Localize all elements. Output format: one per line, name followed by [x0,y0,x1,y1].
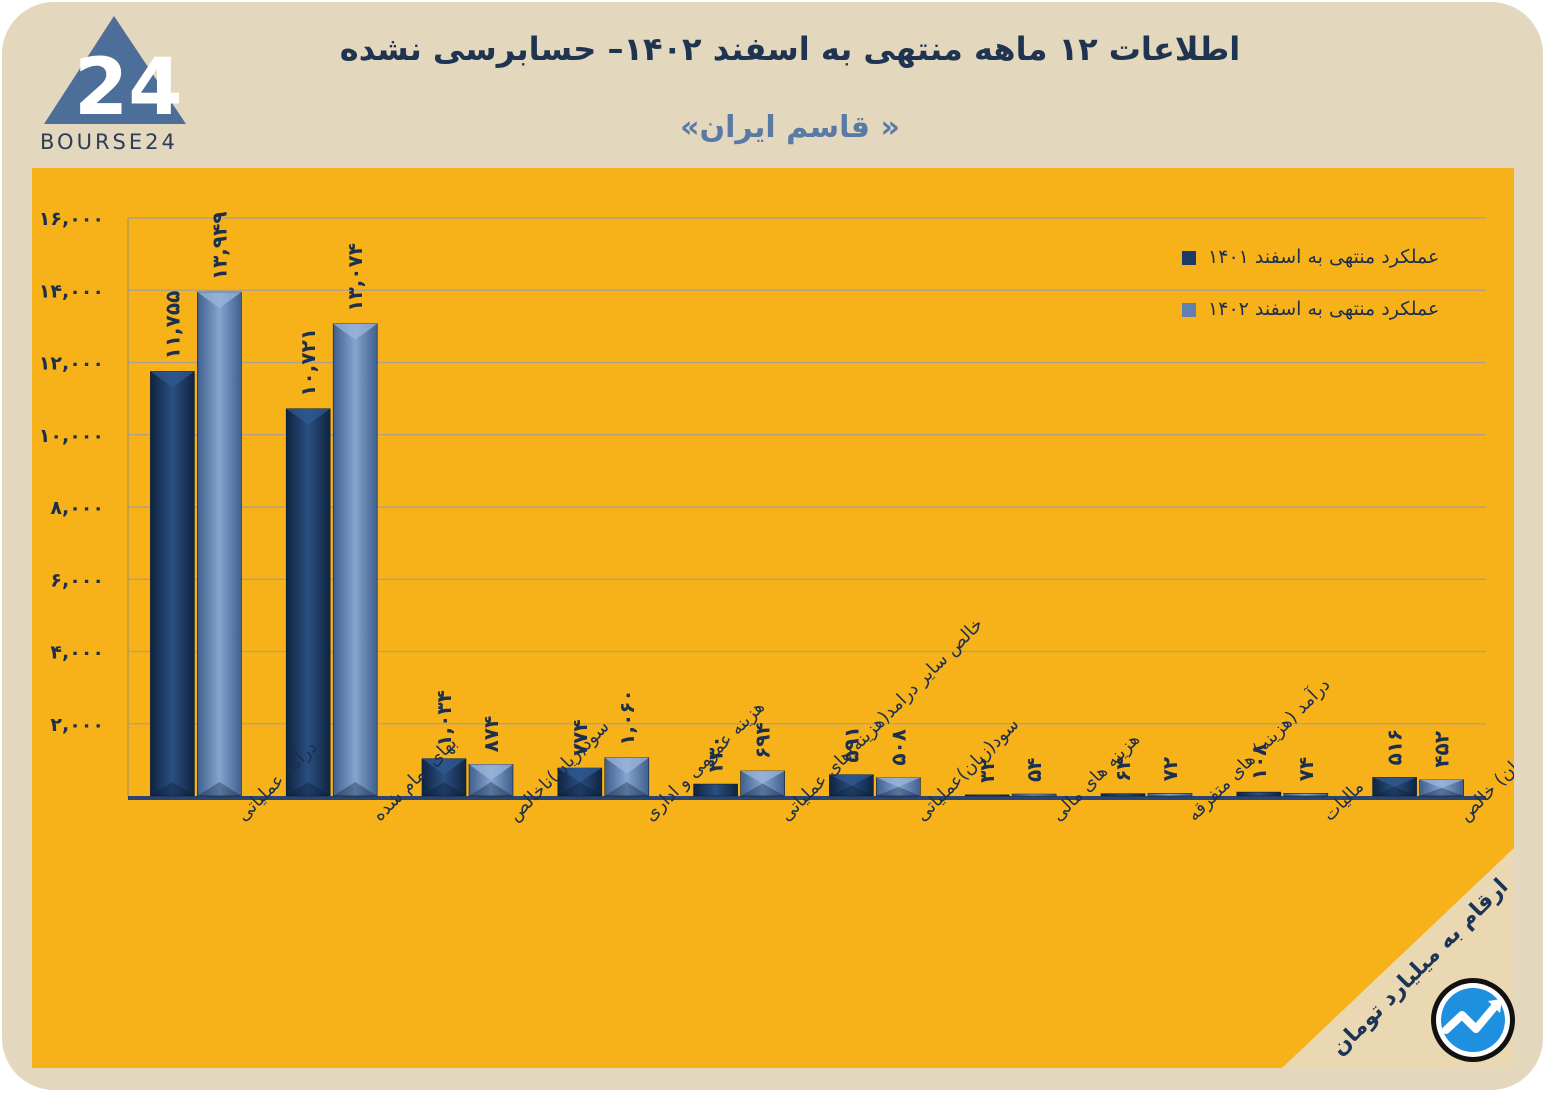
data-label: ۵۰۸ [886,729,910,766]
bar-1402 [332,323,378,797]
y-tick-label: ۱۶,۰۰۰ [39,208,104,230]
bar-1402 [740,770,785,797]
bar-1401 [557,767,603,797]
chart-panel: ۲,۰۰۰ ۴,۰۰۰ ۶,۰۰۰ ۸,۰۰۰ ۱۰,۰۰۰ ۱۲,۰۰۰ ۱۴,۰۰۰ ۱۶… [32,168,1514,1068]
data-label: ۱,۰۳۴ [432,690,456,746]
data-label: ۵۹۱ [839,726,863,763]
svg-text:24: 24 [74,43,183,133]
y-tick-label: ۱۰,۰۰۰ [39,425,104,447]
data-label: ۷۲ [1158,757,1182,781]
logo-text: BOURSE24 [40,130,178,154]
data-label: ۷۴ [1294,757,1318,781]
data-label: ۳۳۰ [704,735,728,772]
legend-label-1401: عملکرد منتهی به اسفند ۱۴۰۱ [1208,246,1440,268]
y-tick-label: ۱۲,۰۰۰ [39,353,104,375]
bar-1401 [1236,791,1282,797]
bar-1401 [829,774,874,797]
bar-1401 [150,371,195,797]
y-tick-label: ۱۴,۰۰۰ [39,280,104,302]
category-label: درآمد (هزینه) های متفرقه [1182,673,1335,826]
category-label: مالیات [1319,776,1368,825]
bar-1402 [1011,793,1057,797]
data-label: ۱۳,۹۴۹ [207,211,231,280]
legend-item-1401: عملکرد منتهی به اسفند ۱۴۰۱ [1182,246,1439,268]
data-label: ۸۷۴ [479,716,503,753]
data-label: ۱۳,۰۷۴ [343,243,367,312]
legend-swatch-1401 [1182,250,1196,265]
x-axis-baseline [128,796,1486,800]
bar-1401 [421,758,467,797]
data-label: ۱۱,۷۵۵ [160,291,184,360]
bar-1401 [285,408,331,797]
data-label: ۶۴ [1111,757,1135,781]
bar-1401 [693,783,738,797]
data-label: ۳۲ [975,758,999,782]
bar-1402 [1283,793,1329,797]
data-label: ۵۱۶ [1383,729,1407,766]
bar-1402 [604,757,650,797]
category-label: هزینه عمومی و اداری [640,697,769,826]
legend-label-1402: عملکرد منتهی به اسفند ۱۴۰۲ [1208,298,1440,320]
category-label: سود(زیان)عملیاتی [912,714,1024,826]
company-name: «قاسم ایران » [680,110,900,145]
data-label: ۴۵۲ [1430,731,1454,768]
data-label: ۷۷۴ [568,719,592,756]
data-label: ۱۰۸ [1247,743,1271,780]
bar-1402 [468,764,514,797]
bar-1402 [197,291,242,797]
trend-arrow-icon [1431,978,1515,1062]
category-label: سود(زیان) خالص [1455,720,1514,826]
y-tick-label: ۲,۰۰۰ [50,714,104,736]
bar-1401 [1100,793,1146,797]
page-title: اطلاعات ۱۲ ماهه منتهی به اسفند ۱۴۰۲– حسا… [339,30,1241,68]
y-tick-label: ۸,۰۰۰ [50,497,104,519]
y-axis-ticks: ۲,۰۰۰ ۴,۰۰۰ ۶,۰۰۰ ۸,۰۰۰ ۱۰,۰۰۰ ۱۲,۰۰۰ ۱۴,۰۰۰ ۱۶… [39,208,104,736]
bar-1402 [876,777,921,797]
data-label: ۱,۰۶۰ [615,689,639,745]
y-tick-label: ۶,۰۰۰ [50,569,104,591]
bar-1401 [964,794,1010,797]
data-label: ۶۹۴ [751,722,775,759]
data-labels: ۱۱,۷۵۵ ۱۳,۹۴۹ ۱۰,۷۲۱ ۱۳,۰۷۴ ۱,۰۳۴ ۸۷۴ ۷۷۴ ۱,۰۶۰… [160,211,1453,782]
legend-swatch-1402 [1182,302,1196,317]
bar-1401 [1372,777,1417,797]
y-tick-label: ۴,۰۰۰ [50,642,104,664]
data-label: ۵۴ [1022,758,1046,782]
bar-1402 [1147,793,1193,797]
bar-chart: ۲,۰۰۰ ۴,۰۰۰ ۶,۰۰۰ ۸,۰۰۰ ۱۰,۰۰۰ ۱۲,۰۰۰ ۱۴,۰۰۰ ۱۶… [39,208,1514,1068]
bourse24-logo: 24 [44,16,186,133]
legend-item-1402: عملکرد منتهی به اسفند ۱۴۰۲ [1182,298,1439,320]
data-label: ۱۰,۷۲۱ [296,328,320,397]
bar-1402 [1419,779,1464,797]
bars [150,291,1464,797]
